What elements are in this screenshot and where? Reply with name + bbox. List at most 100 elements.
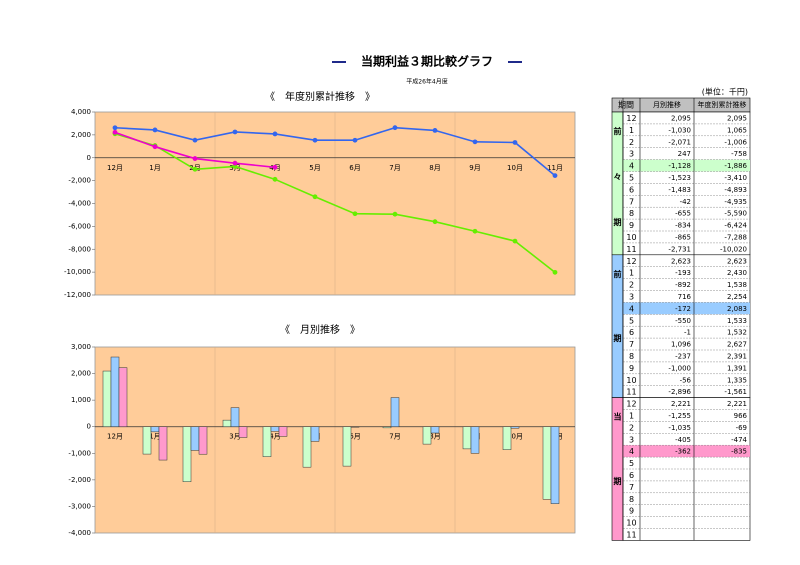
cumulative-cell: -7,288 (724, 233, 747, 241)
bar (542, 426, 552, 500)
section-label: 前々期 (613, 126, 622, 264)
monthly-cell: -56 (680, 376, 692, 384)
x-tick-label: 3月 (229, 433, 240, 441)
bar (278, 426, 288, 437)
cumulative-cell: -69 (736, 424, 747, 432)
x-tick-label: 1月 (149, 433, 160, 441)
bar (310, 426, 320, 442)
monthly-cell: -2,731 (668, 245, 691, 253)
monthly-cell: -1,523 (668, 174, 691, 182)
point (472, 228, 478, 234)
monthly-cell: -362 (675, 448, 691, 456)
y-tick-label: -4,000 (68, 200, 91, 208)
cumulative-cell: 1,065 (727, 126, 747, 134)
cumulative-cell: -3,410 (724, 174, 747, 182)
y-tick-label: 2,000 (71, 370, 91, 378)
monthly-cell: -1,035 (668, 424, 691, 432)
y-tick-label: 2,000 (71, 131, 91, 139)
month-cell: 7 (629, 340, 634, 349)
month-cell: 3 (629, 292, 634, 301)
month-cell: 3 (629, 435, 634, 444)
month-cell: 5 (629, 316, 634, 325)
monthly-cell: -2,896 (668, 388, 691, 396)
month-cell: 5 (629, 173, 634, 182)
x-tick-label: 12月 (107, 164, 123, 172)
bar (230, 407, 240, 427)
chart-title: 《 月別推移 》 (280, 323, 360, 336)
y-tick-label: -4,000 (68, 529, 91, 537)
highlight-row (623, 159, 750, 172)
bar (102, 370, 112, 427)
month-cell: 11 (626, 530, 636, 539)
cumulative-cell: 1,538 (727, 281, 747, 289)
bar (462, 426, 472, 450)
monthly-cell: -237 (675, 352, 691, 360)
month-cell: 10 (626, 376, 636, 385)
x-tick-label: 6月 (349, 164, 360, 172)
cumulative-cell: -6,424 (724, 222, 747, 230)
cumulative-cell: 2,083 (727, 305, 747, 313)
x-tick-label: 4月 (269, 433, 280, 441)
x-tick-label: 7月 (389, 164, 400, 172)
month-cell: 8 (629, 352, 634, 361)
cumulative-cell: 2,627 (727, 341, 747, 349)
x-tick-label: 12月 (107, 433, 123, 441)
bar (470, 426, 480, 454)
cumulative-cell: -474 (731, 436, 747, 444)
cumulative-cell: 1,335 (727, 376, 747, 384)
bar (198, 426, 208, 455)
cumulative-cell: -835 (731, 448, 747, 456)
y-tick-label: -8,000 (68, 245, 91, 253)
bar (182, 426, 192, 482)
bar (158, 426, 168, 461)
month-cell: 11 (626, 245, 636, 254)
section-label: 当期 (613, 412, 622, 542)
bar (270, 426, 280, 432)
month-cell: 10 (626, 519, 636, 528)
bar (422, 426, 432, 445)
point (552, 269, 558, 275)
y-tick-label: -2,000 (68, 476, 91, 484)
point (312, 194, 318, 200)
monthly-cell: -1,030 (668, 126, 691, 134)
bar (110, 356, 120, 427)
monthly-cell: -834 (675, 222, 691, 230)
bar (118, 367, 128, 427)
point (512, 238, 518, 244)
month-cell: 1 (629, 126, 634, 135)
month-cell: 11 (626, 388, 636, 397)
cumulative-cell: 2,391 (727, 352, 747, 360)
cumulative-cell: -5,590 (724, 210, 747, 218)
header-cell: 期間 (618, 101, 634, 110)
cumulative-cell: -1,886 (724, 162, 747, 170)
header-cell: 月別推移 (653, 100, 681, 109)
cumulative-cell: 966 (734, 412, 748, 420)
month-cell: 6 (629, 471, 634, 480)
y-tick-label: -12,000 (64, 291, 91, 299)
month-cell: 8 (629, 495, 634, 504)
highlight-row (623, 445, 750, 458)
monthly-cell: -2,071 (668, 138, 691, 146)
monthly-cell: 716 (678, 293, 692, 301)
x-tick-label: 5月 (309, 164, 320, 172)
bar (150, 426, 160, 433)
bar (390, 397, 400, 427)
y-tick-label: 0 (87, 154, 91, 162)
cumulative-cell: 1,391 (727, 364, 747, 372)
monthly-cell: 1,096 (671, 341, 692, 349)
subtitle: 平成26年4月度 (406, 78, 447, 86)
cumulative-cell: 1,532 (727, 329, 747, 337)
cumulative-cell: 1,533 (727, 317, 747, 325)
unit: (単位：千円) (702, 87, 748, 97)
y-tick-label: -1,000 (68, 449, 91, 457)
bar (382, 426, 392, 429)
bar (350, 426, 360, 428)
point (272, 164, 278, 170)
month-cell: 1 (629, 411, 634, 420)
monthly-cell: -1,000 (668, 364, 691, 372)
monthly-cell: -1 (684, 329, 691, 337)
bar (190, 426, 200, 451)
month-cell: 3 (629, 150, 634, 159)
bar (302, 426, 312, 468)
x-tick-label: 8月 (429, 164, 440, 172)
